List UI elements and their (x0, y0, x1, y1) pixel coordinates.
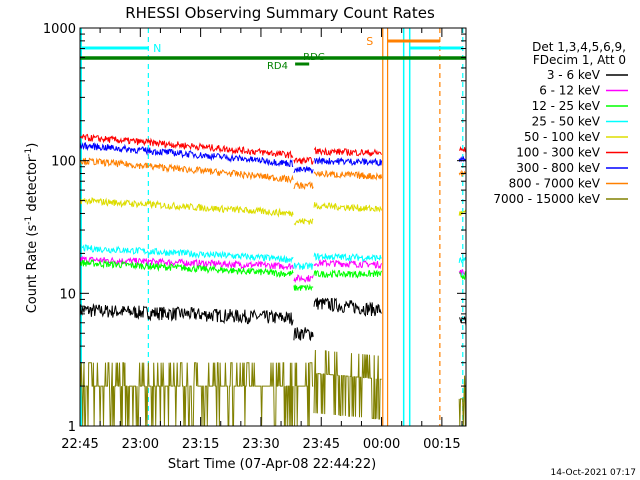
series-line-7 (79, 157, 467, 190)
y-tick-label: 1000 (43, 22, 76, 37)
legend-entry-label: 6 - 12 keV (539, 84, 601, 98)
y-axis-label: Count Rate (s-1 detector-1) (24, 143, 40, 314)
y-tick-label: 10 (59, 287, 76, 302)
y-axis-label-mid: detector (25, 156, 40, 216)
plot-frame (79, 27, 467, 427)
y-axis-label-sup2: -1 (24, 148, 34, 157)
legend-entry-label: 3 - 6 keV (547, 68, 601, 82)
flag-label-s: S (366, 35, 373, 48)
legend-header-line-2: FDecim 1, Att 0 (533, 53, 626, 67)
x-tick-label: 23:00 (122, 437, 159, 452)
footer-timestamp: 14-Oct-2021 07:17 (551, 468, 636, 478)
flag-layer: N S RD4 RDC (80, 28, 466, 426)
legend-entry-label: 25 - 50 keV (532, 115, 601, 129)
series-line-6 (79, 142, 467, 174)
y-axis-label-sup1: -1 (24, 216, 34, 225)
legend-entry-label: 300 - 800 keV (516, 161, 600, 175)
legend-entry-label: 12 - 25 keV (532, 99, 601, 113)
x-axis-label: Start Time (07-Apr-08 22:44:22) (168, 457, 376, 472)
y-tick-label: 1 (68, 420, 76, 435)
y-axis-label-main: Count Rate (s (25, 225, 40, 314)
series-line-4 (79, 197, 467, 226)
x-tick-label: 22:45 (61, 437, 98, 452)
flag-label-rd4: RD4 (267, 61, 288, 72)
series-line-2 (79, 258, 467, 292)
flag-label-rdc: RDC (303, 52, 325, 63)
legend-entry-label: 800 - 7000 keV (509, 177, 601, 191)
x-tick-label: 23:45 (303, 437, 340, 452)
legend-entry-label: 50 - 100 keV (524, 130, 601, 144)
flag-label-n: N (153, 42, 161, 55)
legend-header-line-1: Det 1,3,4,5,6,9, (532, 40, 626, 54)
series-line-0 (79, 297, 467, 342)
x-tick-label: 00:00 (363, 437, 400, 452)
legend-entry-label: 100 - 300 keV (516, 146, 600, 160)
tick-layer: 1 10 100 1000 22:45 23:00 23:15 23:30 23:45 00:00… (43, 22, 466, 452)
series-line-3 (79, 244, 467, 270)
series-line-1 (79, 255, 467, 284)
series-line-8 (79, 349, 467, 427)
x-tick-label: 23:15 (182, 437, 219, 452)
x-tick-label: 23:30 (242, 437, 279, 452)
series-layer (79, 133, 467, 427)
y-tick-label: 100 (51, 155, 76, 170)
series-line-5 (79, 133, 467, 165)
chart-title: RHESSI Observing Summary Count Rates (125, 4, 435, 22)
legend-entry-label: 7000 - 15000 keV (493, 192, 600, 206)
x-tick-label: 00:15 (423, 437, 460, 452)
y-axis-label-end: ) (25, 143, 40, 148)
